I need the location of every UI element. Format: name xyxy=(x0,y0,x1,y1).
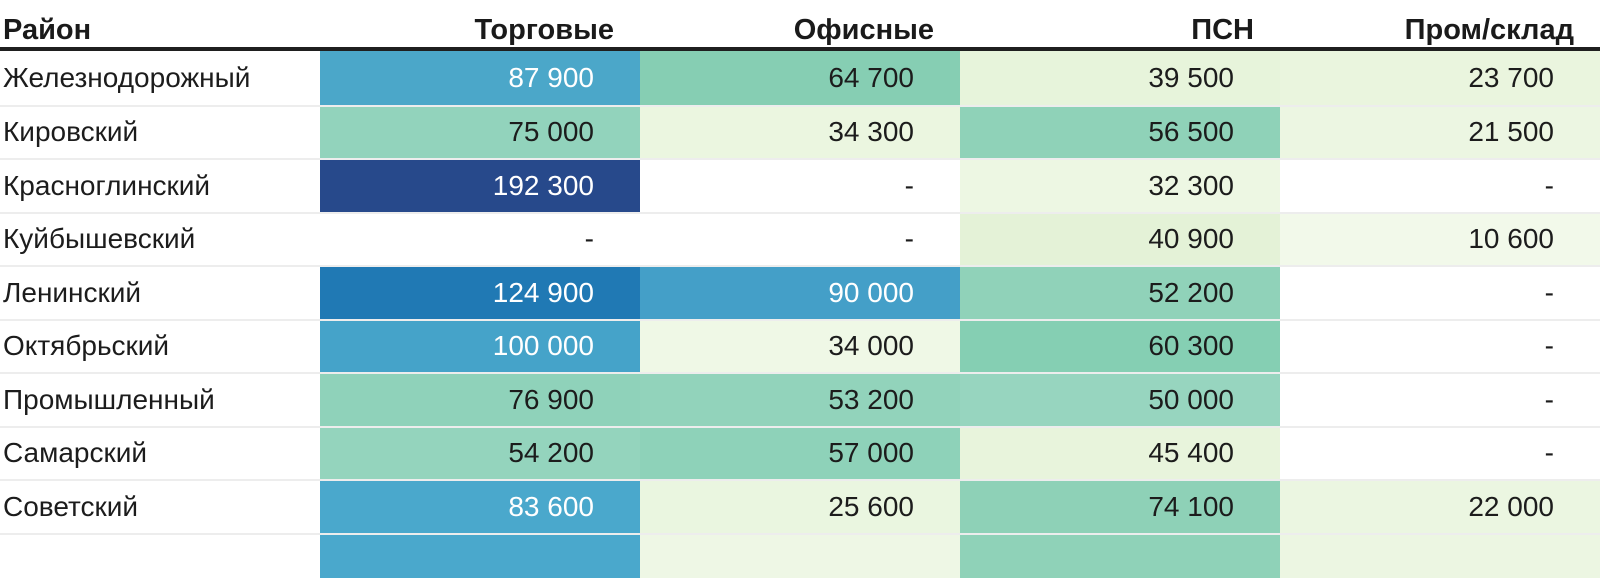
value-cell-office: 25 600 xyxy=(640,479,960,533)
value-cell-office: 34 000 xyxy=(640,318,960,372)
table-row: Советский 83 600 25 600 74 100 22 000 xyxy=(0,479,1600,533)
value-cell-psn: 50 000 xyxy=(960,372,1280,426)
value-cell-office: - xyxy=(640,211,960,265)
value-cell-trade: 83 600 xyxy=(320,479,640,533)
value-cell-industrial: 21 500 xyxy=(1280,104,1600,158)
value-cell-office: - xyxy=(640,158,960,212)
value-cell-trade: 54 200 xyxy=(320,425,640,479)
table-row: Железнодорожный 87 900 64 700 39 500 23 700 xyxy=(0,51,1600,105)
value-cell xyxy=(640,532,960,578)
district-label: Советский xyxy=(0,479,320,533)
value-cell xyxy=(960,532,1280,578)
value-cell-industrial: - xyxy=(1280,158,1600,212)
column-header-trade: Торговые xyxy=(474,14,614,46)
value-cell-office: 53 200 xyxy=(640,372,960,426)
value-cell-industrial: - xyxy=(1280,372,1600,426)
district-label: Промышленный xyxy=(0,372,320,426)
table-row-partial xyxy=(0,532,1600,578)
column-header-district: Район xyxy=(3,14,92,46)
value-cell-psn: 52 200 xyxy=(960,265,1280,319)
district-label: Кировский xyxy=(0,104,320,158)
value-cell-office: 34 300 xyxy=(640,104,960,158)
value-cell-trade: 76 900 xyxy=(320,372,640,426)
value-cell-trade: - xyxy=(320,211,640,265)
value-cell-office: 90 000 xyxy=(640,265,960,319)
value-cell-trade: 75 000 xyxy=(320,104,640,158)
table-row: Промышленный 76 900 53 200 50 000- xyxy=(0,372,1600,426)
value-cell-psn: 45 400 xyxy=(960,425,1280,479)
value-cell-trade: 100 000 xyxy=(320,318,640,372)
value-cell-psn: 60 300 xyxy=(960,318,1280,372)
district-label: Куйбышевский xyxy=(0,211,320,265)
value-cell-office: 57 000 xyxy=(640,425,960,479)
value-cell-industrial: - xyxy=(1280,265,1600,319)
table-row: Куйбышевский - -40 900 10 600 xyxy=(0,211,1600,265)
district-label: Железнодорожный xyxy=(0,51,320,105)
value-cell xyxy=(1280,532,1600,578)
value-cell-industrial: - xyxy=(1280,318,1600,372)
value-cell-trade: 124 900 xyxy=(320,265,640,319)
district-label: Октябрьский xyxy=(0,318,320,372)
value-cell-trade: 192 300 xyxy=(320,158,640,212)
table-header-row: Район Торговые Офисные ПСН Пром/склад xyxy=(0,0,1600,51)
table-body: Железнодорожный 87 900 64 700 39 500 23 700 К… xyxy=(0,51,1600,578)
value-cell xyxy=(320,532,640,578)
value-cell-office: 64 700 xyxy=(640,51,960,105)
district-label: Красноглинский xyxy=(0,158,320,212)
value-cell-psn: 40 900 xyxy=(960,211,1280,265)
value-cell-trade: 87 900 xyxy=(320,51,640,105)
value-cell-psn: 74 100 xyxy=(960,479,1280,533)
column-header-office: Офисные xyxy=(793,14,934,46)
district-label: Ленинский xyxy=(0,265,320,319)
value-cell-psn: 39 500 xyxy=(960,51,1280,105)
value-cell-industrial: - xyxy=(1280,425,1600,479)
column-header-industrial: Пром/склад xyxy=(1404,14,1574,46)
table-row: Октябрьский 100 000 34 000 60 300- xyxy=(0,318,1600,372)
column-header-psn: ПСН xyxy=(1191,14,1254,46)
table-row: Самарский 54 200 57 000 45 400- xyxy=(0,425,1600,479)
district-label xyxy=(0,532,320,578)
value-cell-industrial: 10 600 xyxy=(1280,211,1600,265)
value-cell-psn: 56 500 xyxy=(960,104,1280,158)
table-row: Ленинский 124 900 90 000 52 200- xyxy=(0,265,1600,319)
district-label: Самарский xyxy=(0,425,320,479)
value-cell-industrial: 22 000 xyxy=(1280,479,1600,533)
table-row: Кировский 75 000 34 300 56 500 21 500 xyxy=(0,104,1600,158)
value-cell-psn: 32 300 xyxy=(960,158,1280,212)
table-row: Красноглинский 192 300-32 300- xyxy=(0,158,1600,212)
value-cell-industrial: 23 700 xyxy=(1280,51,1600,105)
